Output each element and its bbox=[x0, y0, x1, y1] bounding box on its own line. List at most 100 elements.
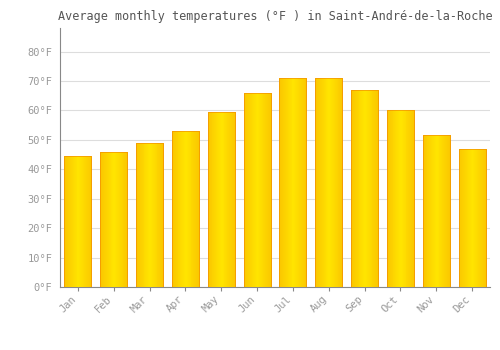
Bar bbox=[153, 143, 154, 287]
Bar bbox=[336, 78, 338, 287]
Bar bbox=[208, 112, 234, 287]
Bar bbox=[387, 110, 388, 287]
Bar bbox=[86, 156, 87, 287]
Bar bbox=[298, 78, 299, 287]
Bar bbox=[163, 143, 164, 287]
Bar bbox=[316, 78, 342, 287]
Bar bbox=[285, 78, 286, 287]
Bar bbox=[175, 131, 176, 287]
Bar bbox=[110, 152, 112, 287]
Bar bbox=[354, 90, 355, 287]
Bar bbox=[365, 90, 366, 287]
Bar bbox=[376, 90, 377, 287]
Bar bbox=[445, 135, 446, 287]
Bar bbox=[208, 112, 209, 287]
Bar bbox=[232, 112, 233, 287]
Bar bbox=[108, 152, 110, 287]
Bar bbox=[107, 152, 108, 287]
Bar bbox=[467, 149, 468, 287]
Bar bbox=[414, 110, 415, 287]
Bar bbox=[224, 112, 226, 287]
Bar bbox=[329, 78, 330, 287]
Bar bbox=[369, 90, 370, 287]
Bar bbox=[216, 112, 217, 287]
Bar bbox=[115, 152, 116, 287]
Bar bbox=[178, 131, 180, 287]
Bar bbox=[387, 110, 414, 287]
Bar bbox=[436, 135, 438, 287]
Bar bbox=[426, 135, 428, 287]
Bar bbox=[322, 78, 324, 287]
Bar bbox=[120, 152, 121, 287]
Bar bbox=[244, 93, 270, 287]
Bar bbox=[284, 78, 285, 287]
Bar bbox=[458, 149, 460, 287]
Bar bbox=[214, 112, 216, 287]
Bar bbox=[377, 90, 378, 287]
Bar bbox=[263, 93, 264, 287]
Bar bbox=[466, 149, 467, 287]
Bar bbox=[443, 135, 444, 287]
Bar bbox=[294, 78, 296, 287]
Bar bbox=[69, 156, 70, 287]
Bar bbox=[183, 131, 184, 287]
Bar bbox=[173, 131, 174, 287]
Bar bbox=[406, 110, 408, 287]
Bar bbox=[287, 78, 288, 287]
Bar bbox=[185, 131, 186, 287]
Bar bbox=[215, 112, 216, 287]
Bar bbox=[221, 112, 222, 287]
Bar bbox=[290, 78, 292, 287]
Bar bbox=[136, 143, 137, 287]
Bar bbox=[118, 152, 119, 287]
Bar bbox=[280, 78, 281, 287]
Bar bbox=[217, 112, 218, 287]
Bar bbox=[334, 78, 335, 287]
Bar bbox=[71, 156, 72, 287]
Bar bbox=[102, 152, 103, 287]
Bar bbox=[210, 112, 212, 287]
Bar bbox=[288, 78, 290, 287]
Bar bbox=[286, 78, 287, 287]
Bar bbox=[482, 149, 483, 287]
Bar bbox=[292, 78, 294, 287]
Bar bbox=[479, 149, 480, 287]
Bar bbox=[229, 112, 230, 287]
Bar bbox=[355, 90, 356, 287]
Bar bbox=[112, 152, 114, 287]
Bar bbox=[408, 110, 410, 287]
Bar bbox=[127, 152, 128, 287]
Bar bbox=[248, 93, 250, 287]
Bar bbox=[197, 131, 198, 287]
Bar bbox=[442, 135, 444, 287]
Bar bbox=[254, 93, 255, 287]
Bar bbox=[398, 110, 399, 287]
Bar bbox=[181, 131, 182, 287]
Bar bbox=[440, 135, 442, 287]
Bar bbox=[138, 143, 139, 287]
Bar bbox=[335, 78, 336, 287]
Bar bbox=[156, 143, 158, 287]
Bar bbox=[333, 78, 334, 287]
Bar bbox=[148, 143, 149, 287]
Bar bbox=[390, 110, 392, 287]
Bar bbox=[340, 78, 342, 287]
Bar bbox=[424, 135, 426, 287]
Bar bbox=[267, 93, 268, 287]
Bar bbox=[114, 152, 115, 287]
Bar bbox=[100, 152, 127, 287]
Bar bbox=[396, 110, 397, 287]
Bar bbox=[258, 93, 260, 287]
Bar bbox=[88, 156, 90, 287]
Bar bbox=[318, 78, 319, 287]
Bar bbox=[194, 131, 195, 287]
Bar bbox=[192, 131, 194, 287]
Bar bbox=[220, 112, 221, 287]
Bar bbox=[433, 135, 434, 287]
Bar bbox=[187, 131, 188, 287]
Bar bbox=[432, 135, 433, 287]
Bar bbox=[64, 156, 92, 287]
Bar bbox=[328, 78, 330, 287]
Bar bbox=[413, 110, 414, 287]
Bar bbox=[402, 110, 404, 287]
